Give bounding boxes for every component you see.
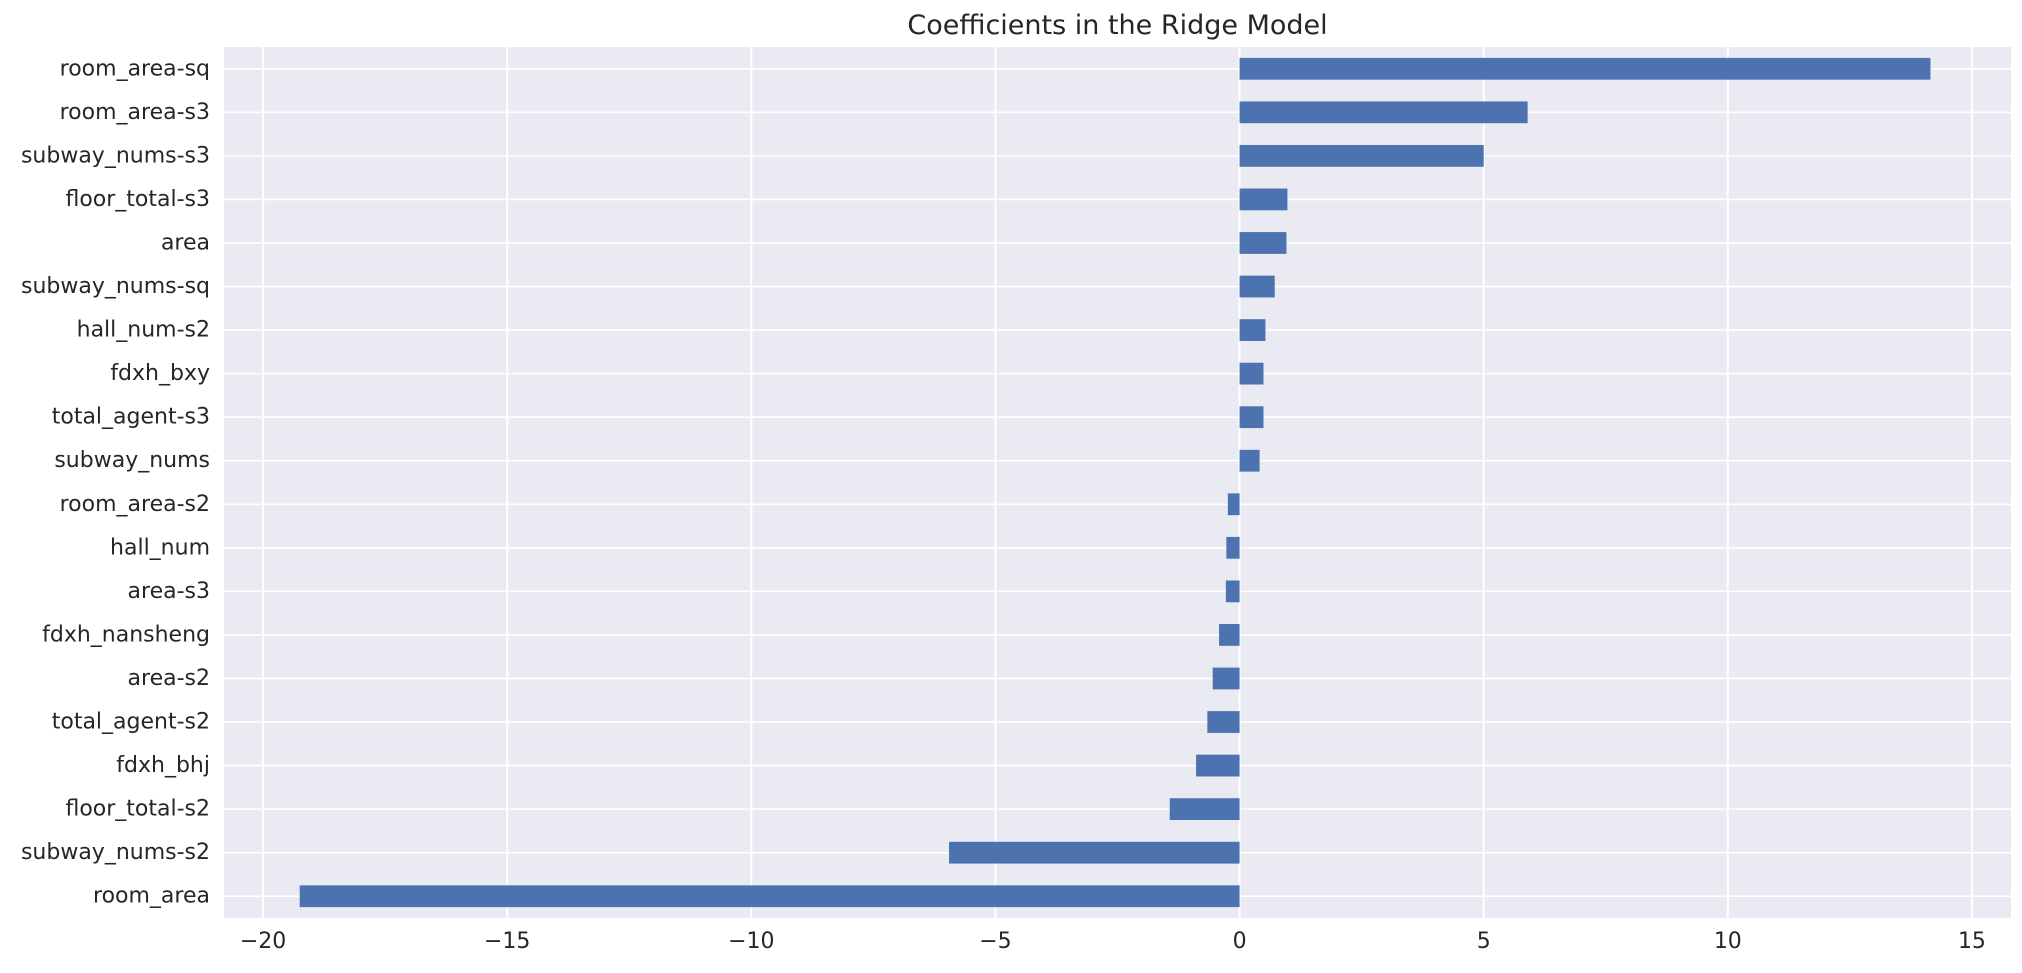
y-tick-label: subway_nums-s2 [21,840,210,865]
bar-hall_num [1226,536,1240,559]
bar-subway_nums [1239,449,1260,472]
y-tick-label: total_agent-s3 [52,405,210,430]
y-tick-label: room_area-s2 [60,492,210,517]
y-tick-label: total_agent-s2 [52,710,210,735]
bar-subway_nums-s3 [1239,144,1484,167]
y-tick-label: hall_num-s2 [77,318,210,343]
bar-subway_nums-s2 [949,841,1240,864]
y-tick-label: subway_nums-sq [21,274,210,299]
chart-title: Coefficients in the Ridge Model [907,10,1327,41]
y-tick-label: fdxh_bhj [116,753,210,778]
y-tick-label: floor_total-s3 [65,187,210,212]
bars [299,57,1931,908]
bar-total_agent-s3 [1239,406,1264,429]
x-tick-label: 10 [1714,929,1742,954]
x-tick-label: 5 [1477,929,1491,954]
y-tick-label: subway_nums-s3 [21,143,210,168]
y-tick-label: area-s3 [128,579,210,604]
bar-floor_total-s2 [1169,798,1240,821]
plot-area [224,47,2011,918]
bar-floor_total-s3 [1239,188,1288,211]
x-tick-label: −5 [979,929,1011,954]
y-tick-label: fdxh_nansheng [42,622,210,647]
y-tick-label: fdxh_bxy [110,361,210,386]
y-tick-label: room_area-sq [60,56,210,81]
grid-lines [224,47,2011,918]
bar-fdxh_bhj [1196,754,1240,777]
y-axis-tick-labels: room_area-sq room_area-s3 subway_nums-s3fl… [21,56,210,908]
x-tick-label: 0 [1233,929,1247,954]
bar-area [1239,232,1287,254]
bar-total_agent-s2 [1207,711,1240,733]
bar-room_area-s2 [1227,493,1240,516]
bar-room_area-s3 [1239,101,1528,124]
bar-fdxh_bxy [1239,362,1264,385]
bar-room_area [299,885,1240,908]
bar-subway_nums-sq [1239,275,1275,298]
y-tick-label: room_area-s3 [60,100,210,125]
bar-room_area-sq [1239,57,1931,80]
bar-area-s3 [1225,580,1240,603]
x-tick-label: 15 [1958,929,1986,954]
y-tick-label: area-s2 [128,666,210,691]
y-tick-label: room_area [93,884,210,909]
x-tick-label: −10 [728,929,774,954]
y-tick-label: floor_total-s2 [65,797,210,822]
bar-area-s2 [1212,667,1240,690]
x-tick-label: −15 [484,929,530,954]
bar-hall_num-s2 [1239,319,1266,341]
bar-fdxh_nansheng [1219,624,1240,646]
x-tick-label: −20 [240,929,286,954]
y-tick-label: subway_nums [54,448,210,473]
y-tick-label: hall_num [110,535,210,560]
y-tick-label: area [161,230,210,255]
x-axis-tick-labels: −20 −15 −10 −5 0 5 10 15 [240,929,1986,954]
